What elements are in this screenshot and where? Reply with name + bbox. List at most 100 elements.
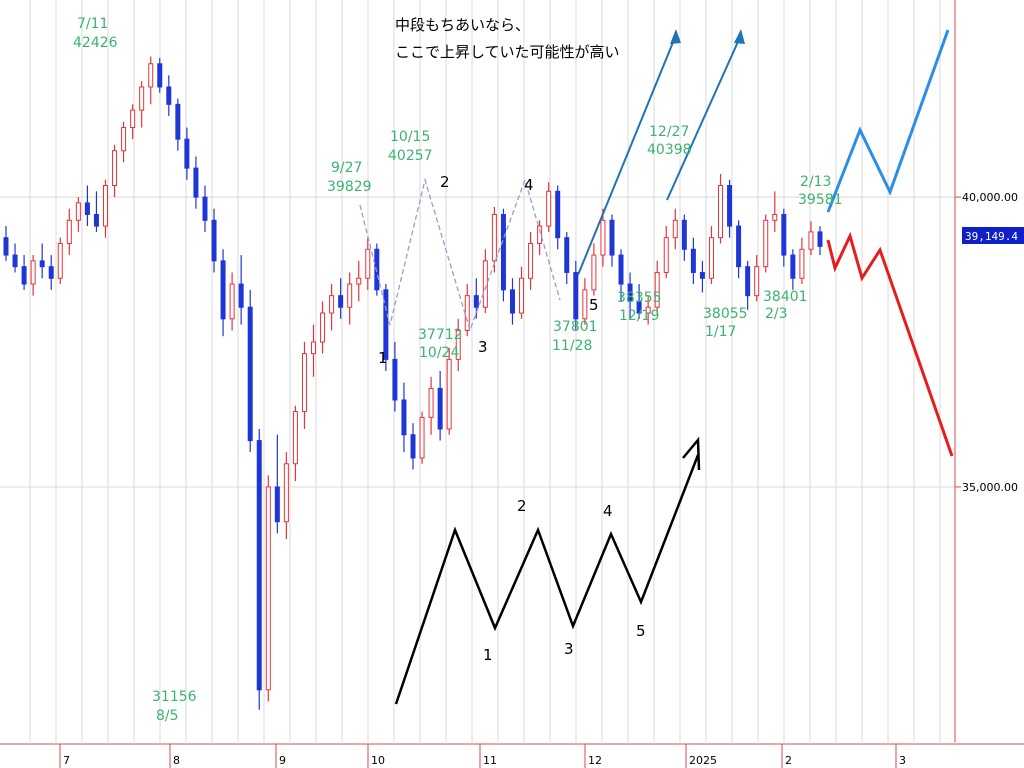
candle-body [555, 190, 561, 239]
candle-body [21, 266, 27, 285]
time-tick-label: 9 [279, 754, 286, 767]
candle-body [301, 353, 307, 413]
candle-body [320, 312, 326, 343]
annotation-12-19-value: 38355 [617, 290, 662, 306]
candle-body [718, 185, 724, 239]
candle-body [229, 283, 235, 320]
candle-body [799, 248, 805, 279]
candle-body [410, 434, 416, 459]
candle-body [166, 86, 172, 105]
annotation-1-17-date: 1/17 [705, 324, 736, 340]
annotation-11-28-value: 37801 [553, 319, 598, 335]
arrow-line-right [666, 34, 742, 201]
candle-body [564, 237, 570, 273]
schematic-wave-label-4: 4 [603, 502, 613, 520]
candle-body [509, 289, 515, 314]
candle-body [383, 289, 389, 360]
candle-body [808, 231, 814, 250]
candle-body [708, 237, 714, 279]
candle-body [139, 86, 145, 111]
candle-body [283, 463, 289, 523]
candle-body [265, 486, 271, 691]
candle-body [482, 260, 488, 308]
arrow-line-left [577, 34, 677, 276]
annotation-2-3-date: 2/3 [765, 306, 788, 322]
candle-body [202, 196, 208, 221]
candle-body [148, 63, 154, 88]
candle-body [30, 260, 36, 285]
note-line-2: ここで上昇していた可能性が高い [395, 43, 620, 61]
annotation-12-19-date: 12/19 [619, 308, 659, 324]
candle-body [681, 219, 687, 250]
candle-body [193, 167, 199, 198]
candle-body [329, 295, 335, 314]
annotation-12-27-date: 12/27 [649, 124, 689, 140]
candle-body [727, 185, 733, 227]
candle-body [745, 266, 751, 297]
chart-wave-label-4: 4 [524, 176, 534, 194]
candle-body [57, 242, 63, 279]
candle-body [292, 411, 298, 465]
candle-series [3, 56, 823, 710]
schematic-wave [394, 436, 701, 705]
candle-body [338, 295, 344, 308]
chart-wave-label-5: 5 [589, 296, 599, 314]
candle-body [220, 260, 226, 320]
schematic-wave-arrowhead [682, 436, 701, 471]
annotation-1-17-value: 38055 [703, 306, 748, 322]
chart-grid [0, 0, 955, 742]
candle-body [817, 231, 823, 247]
annotation-2-13-date: 2/13 [800, 174, 831, 190]
time-axis: 7 8 9 10 11 12 2025 2 3 [0, 743, 1024, 768]
annotation-9-27-date: 9/27 [331, 160, 362, 176]
candle-body [419, 416, 425, 459]
forecast-down-line [826, 231, 954, 457]
candle-body [365, 248, 371, 279]
chart-wave-label-1: 1 [378, 349, 388, 367]
annotation-12-27-value: 40398 [647, 142, 692, 158]
candle-body [781, 213, 787, 256]
candle-body [790, 254, 796, 279]
candle-body [112, 150, 118, 186]
candle-body [211, 219, 217, 262]
price-axis: 40,000.00 35,000.00 [954, 0, 1018, 742]
candle-body [84, 202, 90, 215]
arrow-head-left [670, 29, 681, 44]
candle-body [3, 237, 9, 256]
note-line-1: 中段もちあいなら、 [395, 16, 530, 34]
candle-body [618, 254, 624, 285]
candle-body [627, 283, 633, 302]
candle-body [736, 225, 742, 268]
annotation-10-15-value: 40257 [388, 148, 433, 164]
candle-body [654, 271, 660, 308]
candle-body [102, 185, 108, 227]
annotation-10-15-date: 10/15 [390, 129, 430, 145]
candle-body [374, 248, 380, 291]
price-tick-label: 40,000.00 [962, 191, 1018, 204]
candle-body [491, 213, 497, 262]
annotation-8-5-date: 8/5 [156, 708, 179, 724]
candle-body [12, 254, 18, 268]
candle-body [39, 260, 45, 268]
candle-body [130, 109, 136, 129]
candle-body [184, 138, 190, 169]
annotation-11-28-date: 11/28 [552, 338, 592, 354]
schematic-wave-label-3: 3 [564, 640, 574, 658]
time-tick-label: 2 [785, 754, 792, 767]
candle-body [600, 219, 606, 256]
annotation-10-24-date: 10/24 [419, 345, 459, 361]
annotation-8-5-value: 31156 [152, 689, 197, 705]
time-tick-label: 12 [588, 754, 602, 767]
dashed-projection-line [359, 177, 561, 333]
candle-body [690, 248, 696, 273]
chart-wave-label-3: 3 [478, 338, 488, 356]
candle-body [582, 289, 588, 320]
schematic-wave-label-2: 2 [517, 497, 527, 515]
time-tick-label: 11 [483, 754, 497, 767]
candle-body [763, 219, 769, 268]
candle-body [311, 341, 317, 355]
annotation-7-11-date: 7/11 [77, 16, 108, 32]
candle-body [175, 103, 181, 140]
candle-body [66, 219, 72, 244]
candle-body [437, 387, 443, 430]
